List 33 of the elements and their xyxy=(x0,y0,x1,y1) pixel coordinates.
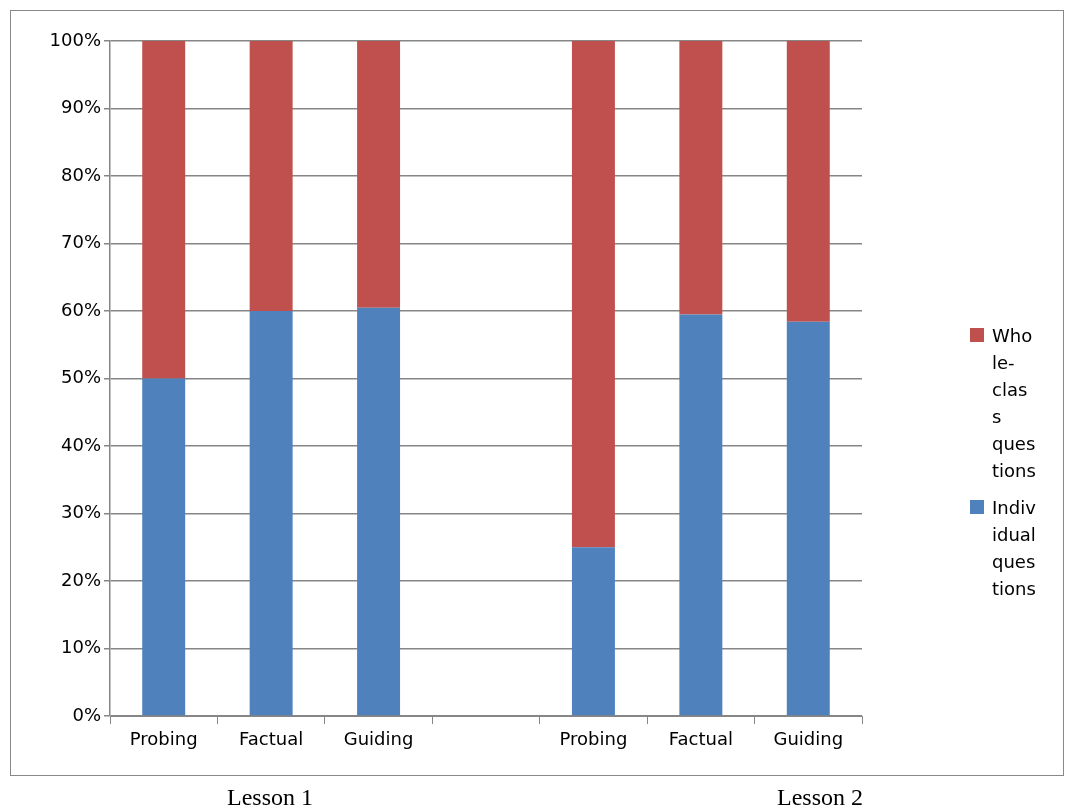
bar xyxy=(249,41,293,311)
text: Lesson 1 xyxy=(227,784,313,811)
bar xyxy=(142,41,186,379)
x-tick-label: Factual xyxy=(239,728,304,750)
bar xyxy=(679,314,723,716)
bar xyxy=(357,307,401,716)
x-tick-label: Factual xyxy=(668,728,733,750)
x-tick-label: Guiding xyxy=(343,728,414,750)
bar xyxy=(571,547,615,716)
y-tick-label: 50% xyxy=(60,366,101,388)
bar xyxy=(249,311,293,716)
y-tick-label: 0% xyxy=(72,703,101,725)
y-tick-label: 30% xyxy=(60,501,101,523)
bar xyxy=(786,321,830,716)
bar xyxy=(786,41,830,322)
y-tick-label: 10% xyxy=(60,636,101,658)
bar xyxy=(357,41,401,308)
y-tick-label: 100% xyxy=(49,28,101,50)
y-tick-label: 80% xyxy=(60,163,101,185)
bar xyxy=(142,378,186,716)
bar xyxy=(571,41,615,548)
legend-label: Individual questions xyxy=(992,496,1036,601)
y-tick-label: 20% xyxy=(60,568,101,590)
y-tick-label: 40% xyxy=(60,433,101,455)
text: Lesson 2 xyxy=(777,784,863,811)
x-tick-label: Probing xyxy=(129,728,198,750)
x-tick-label: Guiding xyxy=(773,728,844,750)
x-tick-label: Probing xyxy=(559,728,628,750)
y-tick-label: 60% xyxy=(60,298,101,320)
y-tick-label: 70% xyxy=(60,231,101,253)
y-tick-label: 90% xyxy=(60,96,101,118)
legend-label: Whole-class questions xyxy=(992,324,1036,483)
bar xyxy=(679,41,723,315)
